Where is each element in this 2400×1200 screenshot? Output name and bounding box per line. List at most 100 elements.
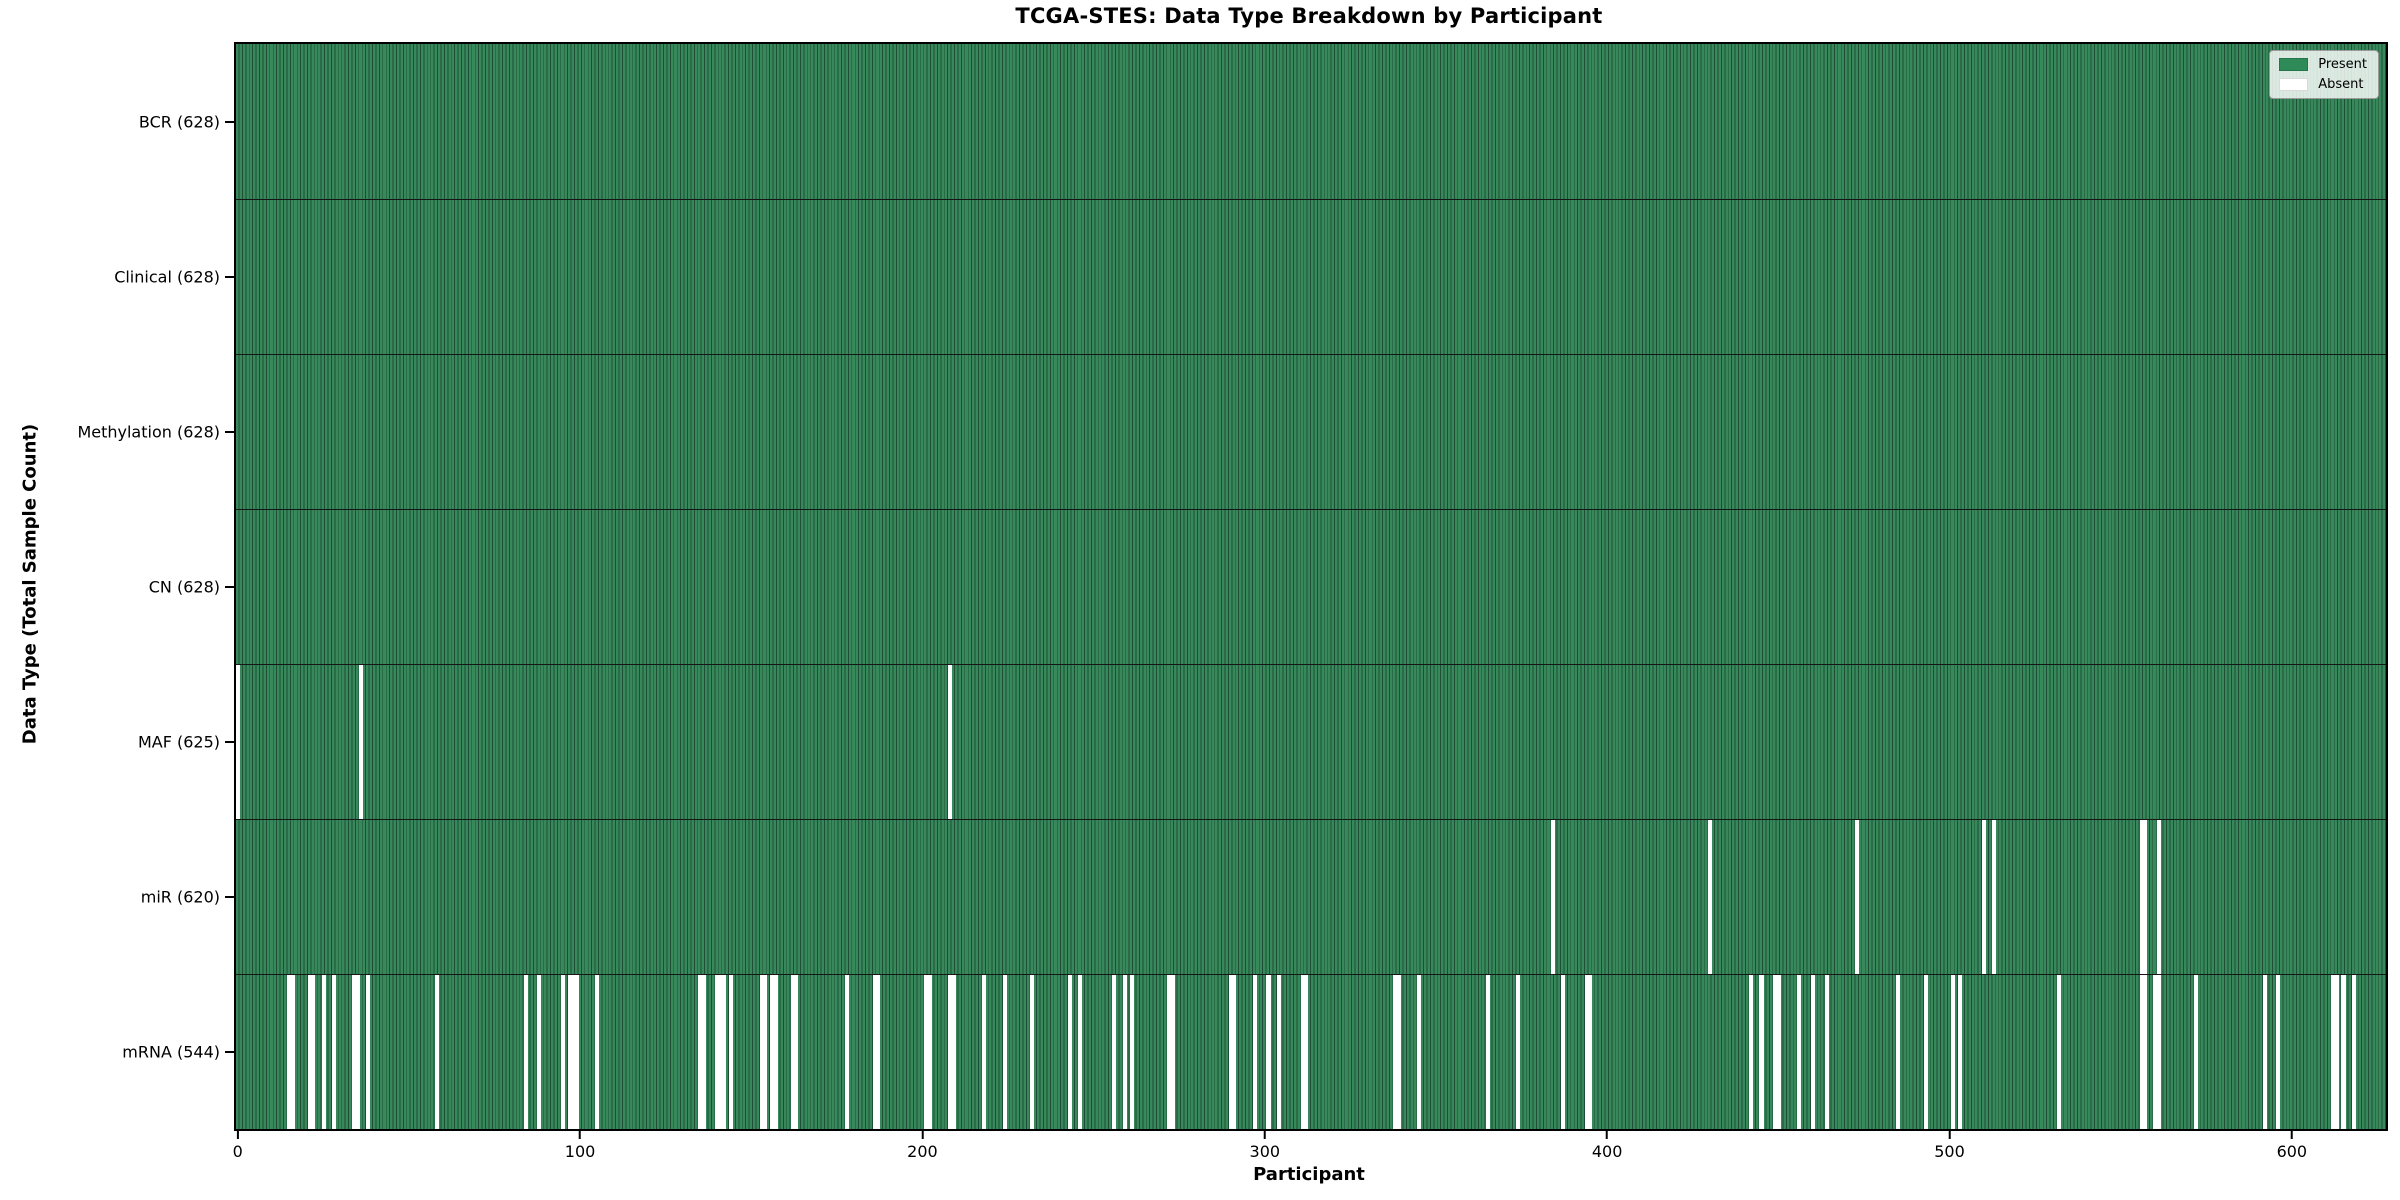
- absent-stripe: [2331, 975, 2336, 1129]
- absent-stripe: [523, 975, 528, 1129]
- absent-stripe: [1824, 975, 1829, 1129]
- absent-stripe: [2057, 975, 2062, 1129]
- data-row-Methylation: Methylation (628): [77, 354, 2386, 509]
- y-tick-mark: [225, 586, 234, 588]
- absent-stripe: [1810, 975, 1815, 1129]
- data-row-mRNA: mRNA (544): [122, 974, 2386, 1129]
- absent-stripe: [595, 975, 600, 1129]
- absent-stripe: [2276, 975, 2281, 1129]
- absent-stripe: [434, 975, 439, 1129]
- absent-stripe: [561, 975, 566, 1129]
- absent-stripe: [307, 975, 312, 1129]
- absent-stripe: [236, 665, 241, 819]
- absent-stripe: [1550, 820, 1555, 974]
- legend-label: Present: [2318, 57, 2367, 72]
- x-tick-mark: [1606, 1131, 1609, 1139]
- x-tick-200: 200: [907, 1129, 938, 1161]
- absent-stripe: [568, 975, 573, 1129]
- legend-entry-present: Present: [2279, 58, 2367, 71]
- absent-stripe: [794, 975, 799, 1129]
- absent-stripe: [2341, 975, 2346, 1129]
- x-tick-mark: [1263, 1131, 1266, 1139]
- absent-stripe: [982, 975, 987, 1129]
- data-row-Clinical: Clinical (628): [114, 199, 2386, 354]
- absent-stripe: [1749, 975, 1754, 1129]
- absent-stripe: [574, 975, 579, 1129]
- absent-stripe: [790, 975, 795, 1129]
- absent-stripe: [1170, 975, 1175, 1129]
- y-tick-label-Methylation: Methylation (628): [77, 422, 220, 442]
- absent-stripe: [1855, 820, 1860, 974]
- y-tick-mark: [225, 1051, 234, 1053]
- absent-stripe: [951, 975, 956, 1129]
- absent-stripe: [1002, 975, 1007, 1129]
- absent-stripe: [1078, 975, 1083, 1129]
- absent-stripe: [1588, 975, 1593, 1129]
- absent-stripe: [366, 975, 371, 1129]
- absent-stripe: [1773, 975, 1778, 1129]
- x-tick-0: 0: [233, 1129, 243, 1161]
- y-tick-label-BCR: BCR (628): [138, 112, 220, 131]
- absent-stripe: [355, 975, 360, 1129]
- legend-swatch-absent: [2279, 78, 2309, 91]
- x-tick-label: 200: [907, 1142, 938, 1161]
- absent-stripe: [537, 975, 542, 1129]
- absent-stripe: [352, 975, 357, 1129]
- absent-stripe: [1485, 975, 1490, 1129]
- absent-stripe: [1266, 975, 1271, 1129]
- absent-stripe: [1982, 820, 1987, 974]
- absent-stripe: [722, 975, 727, 1129]
- absent-stripe: [2351, 975, 2356, 1129]
- x-tick-mark: [1948, 1131, 1951, 1139]
- absent-stripe: [1516, 975, 1521, 1129]
- absent-stripe: [2156, 820, 2161, 974]
- x-tick-mark: [921, 1131, 924, 1139]
- absent-stripe: [701, 975, 706, 1129]
- absent-stripe: [1992, 820, 1997, 974]
- absent-stripe: [927, 975, 932, 1129]
- absent-stripe: [1252, 975, 1257, 1129]
- data-row-BCR: BCR (628): [139, 44, 2386, 199]
- legend-swatch-present: [2279, 58, 2309, 71]
- absent-stripe: [948, 665, 953, 819]
- x-tick-label: 0: [232, 1142, 243, 1161]
- absent-stripe: [2142, 975, 2147, 1129]
- absent-stripe: [1759, 975, 1764, 1129]
- data-row-MAF: MAF (625): [138, 664, 2386, 819]
- absent-stripe: [359, 665, 364, 819]
- absent-stripe: [1232, 975, 1237, 1129]
- absent-stripe: [311, 975, 316, 1129]
- absent-stripe: [2156, 975, 2161, 1129]
- y-tick-label-CN: CN (628): [148, 577, 220, 597]
- x-tick-400: 400: [1591, 1129, 1623, 1161]
- absent-stripe: [924, 975, 929, 1129]
- x-tick-mark: [2290, 1131, 2293, 1139]
- absent-stripe: [876, 975, 881, 1129]
- absent-stripe: [715, 975, 720, 1129]
- x-tick-mark: [579, 1131, 582, 1139]
- y-tick-label-miR: miR (620): [140, 887, 220, 907]
- absent-stripe: [2262, 975, 2267, 1129]
- absent-stripe: [1896, 975, 1901, 1129]
- absent-stripe: [698, 975, 703, 1129]
- chart-title: TCGA-STES: Data Type Breakdown by Partic…: [1015, 4, 1603, 28]
- x-tick-600: 600: [2276, 1129, 2308, 1161]
- absent-stripe: [948, 975, 953, 1129]
- absent-stripe: [872, 975, 877, 1129]
- absent-stripe: [1067, 975, 1072, 1129]
- x-tick-label: 600: [2276, 1142, 2308, 1161]
- absent-stripe: [2194, 975, 2199, 1129]
- absent-stripe: [1708, 820, 1713, 974]
- absent-stripe: [1129, 975, 1134, 1129]
- y-tick-mark: [225, 896, 234, 898]
- x-tick-label: 400: [1591, 1142, 1623, 1161]
- y-tick-label-MAF: MAF (625): [137, 732, 220, 752]
- absent-stripe: [1276, 975, 1281, 1129]
- x-tick-label: 300: [1249, 1142, 1281, 1161]
- legend-label: Absent: [2318, 77, 2364, 92]
- absent-stripe: [2139, 820, 2144, 974]
- data-row-miR: miR (620): [141, 819, 2386, 974]
- absent-stripe: [1776, 975, 1781, 1129]
- absent-stripe: [1167, 975, 1172, 1129]
